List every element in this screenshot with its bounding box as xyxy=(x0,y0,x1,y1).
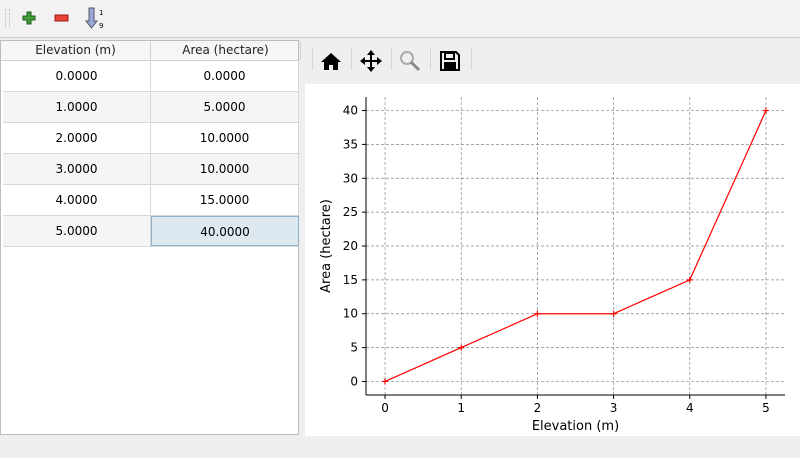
sort-ascending-icon: 19 xyxy=(84,7,103,30)
table-row: 2.0000 10.0000 xyxy=(3,123,299,154)
remove-row-button[interactable] xyxy=(50,6,74,30)
table-header: Elevation (m) Area (hectare) xyxy=(1,41,301,61)
zoom-icon xyxy=(400,51,421,72)
minus-icon xyxy=(54,14,69,22)
x-axis-label: Elevation (m) xyxy=(532,419,619,434)
toolbar-grip[interactable] xyxy=(5,9,10,27)
table-row: 4.0000 15.0000 xyxy=(3,185,299,216)
y-tick-label: 25 xyxy=(343,205,358,219)
data-line xyxy=(384,110,767,383)
home-icon xyxy=(321,53,341,70)
x-tick-label: 5 xyxy=(762,401,770,415)
elevation-cell[interactable]: 3.0000 xyxy=(3,154,151,184)
y-tick-label: 10 xyxy=(343,307,358,321)
table-row: 5.0000 40.0000 xyxy=(3,216,299,247)
plot-canvas[interactable]: 0 1 2 3 4 5 0 5 10 15 20 25 30 35 40 Elevation (m) Area … xyxy=(305,84,800,436)
column-header-elevation[interactable]: Elevation (m) xyxy=(1,41,151,60)
plot-toolbar xyxy=(305,40,800,84)
table-row: 3.0000 10.0000 xyxy=(3,154,299,185)
zoom-button[interactable] xyxy=(395,47,425,75)
y-tick-label: 0 xyxy=(350,374,358,388)
svg-text:1: 1 xyxy=(99,9,103,17)
x-tick-label: 1 xyxy=(457,401,465,415)
area-cell[interactable]: 0.0000 xyxy=(151,61,299,91)
column-header-area[interactable]: Area (hectare) xyxy=(151,41,301,60)
area-cell[interactable]: 5.0000 xyxy=(151,92,299,122)
table-row: 1.0000 5.0000 xyxy=(3,92,299,123)
elevation-cell[interactable]: 4.0000 xyxy=(3,185,151,215)
y-tick-label: 20 xyxy=(343,239,358,253)
data-point xyxy=(382,378,389,385)
y-tick-label: 35 xyxy=(343,137,358,151)
table-row: 0.0000 0.0000 xyxy=(3,61,299,92)
data-point xyxy=(686,276,693,283)
area-cell[interactable]: 15.0000 xyxy=(151,185,299,215)
pan-button[interactable] xyxy=(356,47,386,75)
y-axis-label: Area (hectare) xyxy=(319,199,334,293)
svg-text:9: 9 xyxy=(99,22,103,30)
x-tick-label: 2 xyxy=(534,401,542,415)
home-button[interactable] xyxy=(316,47,346,75)
x-tick-label: 4 xyxy=(686,401,694,415)
elevation-cell[interactable]: 5.0000 xyxy=(3,216,151,246)
x-tick-label: 3 xyxy=(610,401,618,415)
area-cell[interactable]: 10.0000 xyxy=(151,123,299,153)
area-cell[interactable]: 40.0000 xyxy=(151,216,299,246)
data-table: Elevation (m) Area (hectare) 0.0000 0.000… xyxy=(0,40,301,435)
data-point xyxy=(610,310,617,317)
area-cell[interactable]: 10.0000 xyxy=(151,154,299,184)
elevation-cell[interactable]: 2.0000 xyxy=(3,123,151,153)
y-tick-label: 40 xyxy=(343,104,358,118)
y-tick-label: 15 xyxy=(343,273,358,287)
data-point xyxy=(534,310,541,317)
elevation-cell[interactable]: 0.0000 xyxy=(3,61,151,91)
elevation-cell[interactable]: 1.0000 xyxy=(3,92,151,122)
data-point xyxy=(762,107,769,114)
line-chart: 0 1 2 3 4 5 0 5 10 15 20 25 30 35 40 Elevation (m) Area … xyxy=(319,97,785,434)
x-tick-label: 0 xyxy=(381,401,389,415)
add-row-button[interactable] xyxy=(17,6,41,30)
move-icon xyxy=(360,50,382,72)
plus-icon xyxy=(22,11,36,25)
save-button[interactable] xyxy=(435,47,465,75)
save-icon xyxy=(440,51,460,71)
y-tick-label: 30 xyxy=(343,171,358,185)
data-point xyxy=(458,344,465,351)
y-tick-label: 5 xyxy=(350,341,358,355)
